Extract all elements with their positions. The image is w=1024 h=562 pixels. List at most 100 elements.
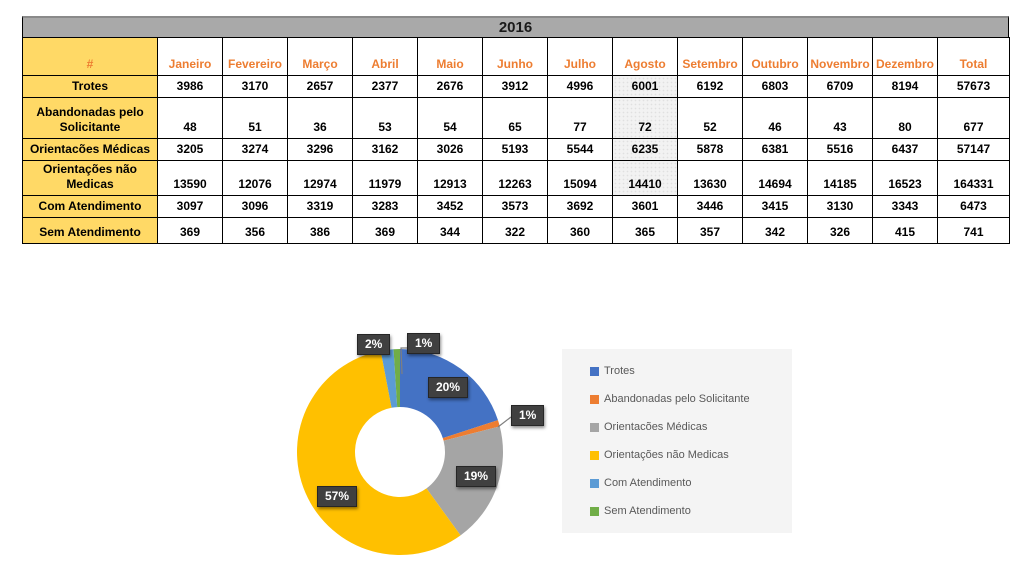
table-cell: 3986	[157, 75, 223, 98]
donut-slice-com-atendimento	[380, 349, 398, 408]
column-header-setembro: Setembro	[677, 37, 743, 76]
header-row: # Janeiro Fevereiro Março Abril Maio Junho Jul…	[22, 37, 1010, 76]
table-cell: 12076	[222, 160, 288, 196]
data-label-medicas: 19%	[456, 466, 497, 487]
legend-item: Abandonadas pelo Solicitante	[590, 393, 792, 405]
legend-swatch	[590, 506, 599, 516]
row-label: Com Atendimento	[22, 195, 158, 218]
column-header-dezembro: Dezembro	[872, 37, 938, 76]
legend-label: Sem Atendimento	[604, 505, 691, 517]
legend-item: Orientacões Médicas	[590, 421, 792, 433]
table-cell: 3912	[482, 75, 548, 98]
row-label: Orientacões Médicas	[22, 138, 158, 161]
table-cell: 356	[222, 217, 288, 244]
table-cell: 4996	[547, 75, 613, 98]
row-label: Sem Atendimento	[22, 217, 158, 244]
table-cell: 52	[677, 97, 743, 139]
table-cell: 164331	[937, 160, 1010, 196]
table-cell: 12913	[417, 160, 483, 196]
column-header-fevereiro: Fevereiro	[222, 37, 288, 76]
row-label: Trotes	[22, 75, 158, 98]
table-cell: 365	[612, 217, 678, 244]
legend-swatch	[590, 394, 599, 404]
table-cell: 6473	[937, 195, 1010, 218]
table-cell: 13590	[157, 160, 223, 196]
table-cell: 6803	[742, 75, 808, 98]
table-cell: 3274	[222, 138, 288, 161]
table-cell: 72	[612, 97, 678, 139]
table-cell: 15094	[547, 160, 613, 196]
donut-slice-abandonadas-pelo-solicitante	[442, 420, 500, 441]
table-cell: 3601	[612, 195, 678, 218]
column-header-outubro: Outubro	[742, 37, 808, 76]
legend-item: Com Atendimento	[590, 477, 792, 489]
column-header-marco: Março	[287, 37, 353, 76]
column-header-abril: Abril	[352, 37, 418, 76]
table-cell: 322	[482, 217, 548, 244]
table-cell: 3446	[677, 195, 743, 218]
year-title: 2016	[498, 19, 533, 36]
data-label-com-atendimento: 2%	[357, 334, 391, 355]
data-label-abandonadas: 1%	[511, 405, 545, 426]
table-cell: 51	[222, 97, 288, 139]
table-cell: 3415	[742, 195, 808, 218]
table-cell: 14694	[742, 160, 808, 196]
legend-swatch	[590, 478, 599, 488]
table-cell: 3130	[807, 195, 873, 218]
monthly-report-table-block: 2016 # Janeiro Fevereiro Março Abril Maio Jun…	[22, 16, 1010, 244]
chart-legend: Trotes Abandonadas pelo Solicitante Orient…	[562, 349, 792, 533]
table-cell: 3097	[157, 195, 223, 218]
table-cell: 5516	[807, 138, 873, 161]
table-cell: 3283	[352, 195, 418, 218]
legend-swatch	[590, 422, 599, 432]
table-cell: 65	[482, 97, 548, 139]
table-cell: 77	[547, 97, 613, 139]
table-cell: 2377	[352, 75, 418, 98]
table-cell: 3205	[157, 138, 223, 161]
table-cell: 43	[807, 97, 873, 139]
table-cell: 6381	[742, 138, 808, 161]
data-label-nao-medicas: 57%	[317, 486, 358, 507]
table-row: Abandonadas pelo Solicitante 48 51 36 53 54 65…	[22, 97, 1010, 139]
donut-slice-sem-atendimento	[393, 349, 400, 408]
table-cell: 8194	[872, 75, 938, 98]
table-cell: 2676	[417, 75, 483, 98]
table-cell: 342	[742, 217, 808, 244]
table-cell: 6437	[872, 138, 938, 161]
table-cell: 54	[417, 97, 483, 139]
column-header-agosto: Agosto	[612, 37, 678, 76]
table-cell: 36	[287, 97, 353, 139]
table-cell: 57673	[937, 75, 1010, 98]
table-cell: 3343	[872, 195, 938, 218]
table-cell: 326	[807, 217, 873, 244]
column-header-total: Total	[937, 37, 1010, 76]
table-cell: 80	[872, 97, 938, 139]
table-cell: 3096	[222, 195, 288, 218]
column-header-junho: Junho	[482, 37, 548, 76]
table-cell: 46	[742, 97, 808, 139]
table-cell: 48	[157, 97, 223, 139]
table-cell: 5878	[677, 138, 743, 161]
table-row: Orientacões Médicas 3205 3274 3296 3162 3026 5…	[22, 138, 1010, 161]
donut-chart	[297, 347, 512, 555]
legend-label: Abandonadas pelo Solicitante	[604, 393, 750, 405]
table-row: Sem Atendimento 369 356 386 369 344 322 360 365 3…	[22, 217, 1010, 244]
legend-item: Sem Atendimento	[590, 505, 792, 517]
legend-label: Com Atendimento	[604, 477, 692, 489]
table-cell: 3162	[352, 138, 418, 161]
year-title-bar: 2016	[22, 16, 1009, 37]
table-cell: 5193	[482, 138, 548, 161]
table-cell: 2657	[287, 75, 353, 98]
table-cell: 677	[937, 97, 1010, 139]
table-cell: 369	[157, 217, 223, 244]
table-cell: 6192	[677, 75, 743, 98]
table-cell: 12263	[482, 160, 548, 196]
legend-label: Orientações não Medicas	[604, 449, 729, 461]
table-cell: 14185	[807, 160, 873, 196]
row-label: Orientações não Medicas	[22, 160, 158, 196]
legend-swatch	[590, 450, 599, 460]
legend-label: Trotes	[604, 365, 635, 377]
table-cell: 57147	[937, 138, 1010, 161]
table-cell: 3296	[287, 138, 353, 161]
table-cell: 3026	[417, 138, 483, 161]
